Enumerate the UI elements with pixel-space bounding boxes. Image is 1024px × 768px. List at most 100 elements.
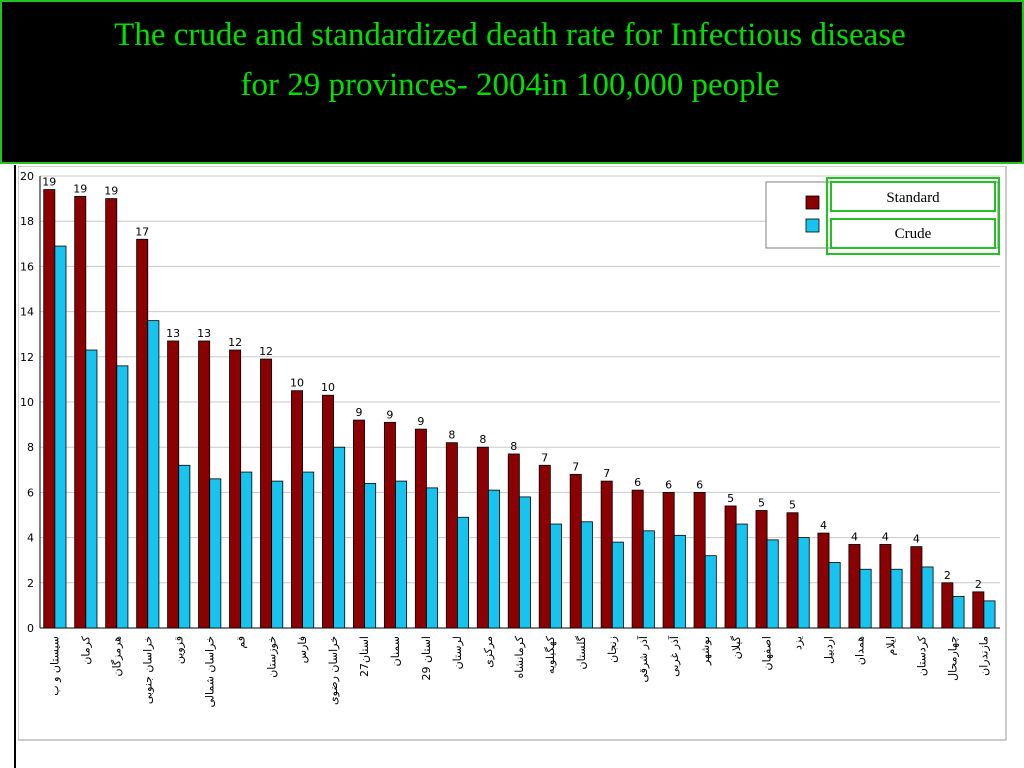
bars — [43, 189, 996, 629]
x-category-label: لرستان — [451, 636, 464, 669]
y-tick-label: 12 — [20, 351, 34, 364]
bar-crude — [178, 464, 191, 629]
bar-standard — [167, 340, 180, 629]
x-category-label: گیلان — [730, 635, 743, 659]
x-category-label: مازندران — [978, 636, 991, 676]
data-label: 19 — [104, 185, 118, 198]
x-category-label: گلستان — [575, 635, 588, 669]
x-category-label: زنجان — [606, 636, 619, 663]
bar-crude — [549, 523, 562, 629]
bar-crude — [890, 568, 903, 629]
bar-standard — [693, 491, 706, 629]
bar-crude — [797, 537, 810, 629]
bar-standard — [848, 543, 861, 629]
bar-crude — [54, 245, 67, 629]
data-labels: 19 19 19 17 13 13 12 12 10 10 9 9 9 8 8 8 7 7 7 6 6 6 5 5 5 4 4 4 4 2… — [42, 176, 982, 591]
bar-chart: 0 2 4 6 8 10 12 14 16 18 20 19 19 19 17 13 13 12 12 10 10 9 9… — [18, 166, 1007, 741]
bar-crude — [85, 349, 98, 629]
bar-standard — [538, 464, 551, 629]
x-category-label: خراسان شمالی — [203, 636, 216, 708]
bar-standard — [352, 419, 365, 629]
legend-highlight-frame — [826, 177, 1000, 255]
x-category-label: کرمانشاه — [513, 635, 526, 678]
data-label: 9 — [386, 408, 393, 421]
x-category-label: کردستان — [916, 635, 929, 676]
data-label: 5 — [789, 499, 796, 512]
y-tick-label: 2 — [27, 577, 34, 590]
x-category-label: اصفهان — [761, 636, 774, 670]
x-category-label: خراسان رضوی — [327, 636, 340, 705]
legend-label-standard: Standard — [886, 190, 940, 206]
bar-standard — [291, 390, 304, 629]
y-tick-label: 8 — [27, 441, 34, 454]
y-tick-label: 16 — [20, 260, 34, 273]
bar-standard — [260, 358, 273, 629]
bar-crude — [983, 600, 996, 629]
x-category-label: کهگیلویه — [544, 635, 557, 674]
data-label: 4 — [851, 530, 858, 543]
bar-crude — [611, 541, 624, 629]
x-category-label: قم — [234, 636, 247, 649]
bar-standard — [755, 510, 768, 629]
x-category-label: اردبیل — [823, 636, 836, 664]
legend-label-box-standard — [830, 181, 996, 212]
bar-standard — [198, 340, 211, 629]
bar-standard — [476, 446, 489, 629]
x-category-label: فارس — [296, 636, 309, 663]
data-label: 19 — [73, 182, 87, 195]
bar-standard — [910, 546, 923, 629]
x-category-label: قزوین — [172, 636, 185, 664]
x-category-label: سیستان و ب — [48, 636, 61, 696]
legend-swatch-crude — [805, 218, 820, 233]
x-category-label: خراسان جنوبی — [141, 636, 154, 704]
bar-standard — [414, 428, 427, 629]
bar-standard — [600, 480, 613, 629]
bar-crude — [364, 482, 377, 629]
x-category-label: آذر شرقی — [636, 635, 650, 682]
x-category-label: بوشهر — [699, 636, 712, 666]
data-label: 12 — [259, 345, 273, 358]
bar-crude — [302, 471, 315, 629]
y-tick-label: 4 — [27, 532, 34, 545]
x-category-label: یزد — [792, 636, 805, 650]
data-label: 10 — [290, 377, 304, 390]
data-label: 5 — [758, 496, 765, 509]
data-label: 8 — [448, 429, 455, 442]
legend: Standard Crude — [765, 177, 1000, 255]
bar-standard — [136, 238, 149, 629]
data-label: 7 — [572, 460, 579, 473]
data-label: 12 — [228, 336, 242, 349]
x-axis-categories: سیستان و ب کرمان هرمزگان خراسان جنوبی قزوین خ… — [48, 635, 990, 707]
y-tick-label: 10 — [20, 396, 34, 409]
data-label: 9 — [355, 406, 362, 419]
data-label: 6 — [696, 478, 703, 491]
bar-crude — [116, 365, 129, 629]
x-category-label: همدان — [854, 636, 867, 665]
bar-standard — [941, 582, 954, 629]
data-label: 8 — [479, 433, 486, 446]
bar-crude — [147, 320, 160, 629]
bar-crude — [580, 521, 593, 629]
bar-standard — [507, 453, 520, 629]
x-category-label: 29 استان — [420, 636, 433, 681]
bar-crude — [518, 496, 531, 629]
bar-crude — [209, 478, 222, 629]
x-category-label: خوزستان — [265, 636, 278, 678]
chart-frame — [18, 166, 1007, 741]
bar-crude — [333, 446, 346, 629]
data-label: 4 — [913, 533, 920, 546]
bar-standard — [662, 491, 675, 629]
bar-standard — [74, 195, 87, 629]
y-tick-label: 20 — [20, 170, 34, 183]
bar-crude — [704, 555, 717, 629]
data-label: 2 — [975, 578, 982, 591]
data-label: 7 — [603, 467, 610, 480]
bar-standard — [972, 591, 985, 629]
bar-crude — [735, 523, 748, 629]
x-category-label: سمنان — [389, 636, 402, 666]
legend-swatch-standard — [805, 195, 820, 210]
data-label: 17 — [135, 225, 149, 238]
left-border-line — [14, 165, 16, 768]
data-label: 19 — [42, 176, 56, 189]
bar-standard — [383, 421, 396, 629]
